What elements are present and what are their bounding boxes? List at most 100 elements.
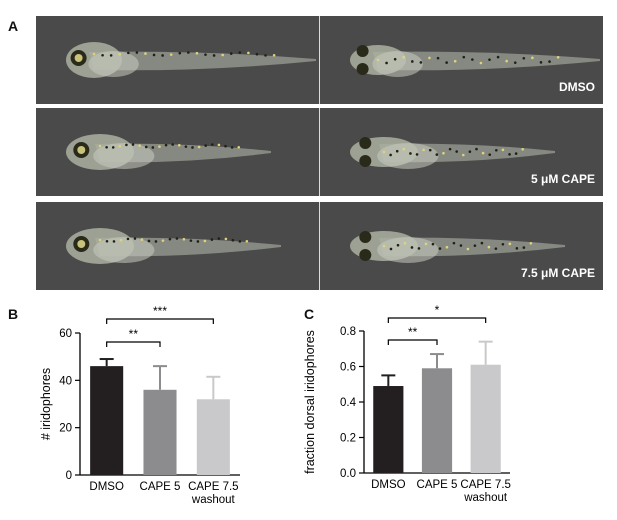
larva-eye-iris [77,146,86,154]
pigment-spot [217,143,221,147]
pigment-spot [436,56,440,60]
pigment-spot [151,146,155,149]
pigment-spot [396,243,400,247]
pigment-spot [138,144,141,147]
panel-letter-a: A [8,18,19,34]
pigment-spot [133,237,137,240]
pigment-spot [473,244,477,247]
pigment-spot [479,61,483,65]
pigment-spot [385,61,388,65]
pigment-spot [191,146,194,149]
pigment-spot [105,145,108,149]
larva-yolk [377,237,439,263]
x-tick-label: CAPE 7.5 [188,481,239,493]
pigment-spot [147,239,151,243]
pigment-spot [127,51,130,55]
pigment-spot [531,56,534,60]
y-axis-label: fraction dorsal iridophores [303,330,317,474]
larva-body [89,51,316,71]
pigment-spot [144,52,147,55]
pigment-spot [445,245,449,249]
significance-label: ** [408,325,418,339]
pigment-spot [382,244,386,248]
pigment-spot [480,241,484,245]
pigment-spot [487,245,491,249]
pigment-spot [175,237,179,240]
pigment-spot [419,61,423,64]
bar [421,368,453,473]
pigment-spot [501,148,505,152]
pigment-spot [264,54,267,57]
x-tick-label: DMSO [89,481,124,493]
photo-row-cape-5: 5 μM CAPE [36,108,603,196]
larva-eye [356,63,369,75]
pigment-spot [453,59,457,63]
pigment-spot [196,240,200,243]
pigment-spot [403,241,407,245]
pigment-spot [210,238,214,241]
larva-lateral-photo [36,16,319,104]
significance-bracket [387,317,487,323]
pigment-spot [393,57,397,61]
pigment-spot [411,60,414,63]
y-tick-label: 0.0 [340,468,356,480]
pigment-spot [382,150,386,154]
pigment-spot [471,58,474,61]
significance-bracket [106,341,161,347]
pigment-spot [204,144,208,147]
pigment-spot [435,153,439,156]
pigment-spot [389,247,393,251]
pigment-spot [187,51,190,54]
y-tick-label: 0.4 [340,397,357,409]
pigment-spot [169,53,173,56]
pigment-spot [217,237,221,240]
pigment-spot [131,143,135,146]
y-tick-label: 0.2 [340,433,356,445]
pigment-spot [272,53,276,57]
pigment-spot [539,61,543,64]
pigment-spot [135,51,139,54]
x-tick-label: washout [463,492,508,504]
pigment-spot [462,55,466,59]
larva-eye [356,45,369,57]
larva-image [350,231,565,263]
pigment-spot [409,152,412,155]
pigment-spot [515,247,519,250]
larva-lateral-photo [36,108,319,196]
pigment-spot [459,244,463,247]
x-tick-label: washout [191,494,236,506]
pigment-spot [245,239,249,243]
pigment-spot [522,246,526,249]
significance-label: * [435,303,440,317]
larva-dorsal-photo: DMSO [319,16,603,104]
larva-yolk [93,237,155,263]
pigment-spot [448,147,452,151]
y-tick-label: 60 [59,328,72,340]
pigment-spot [118,52,122,56]
condition-label-cape-5: 5 μM CAPE [530,172,595,186]
pigment-spot [154,240,158,243]
pigment-spot [161,239,165,242]
pigment-spot [475,147,478,151]
pigment-spot [247,51,250,55]
pigment-spot [424,242,428,246]
photo-row-cape-7-5: 7.5 μM CAPE [36,202,603,290]
y-tick-label: 40 [59,375,72,387]
pigment-spot [168,237,172,241]
pigment-spot [112,240,116,243]
pigment-spot [468,150,472,153]
pigment-spot [211,143,214,146]
bar [196,399,230,475]
condition-label-dmso: DMSO [559,80,595,94]
bar [90,366,124,475]
pigment-spot [488,58,491,61]
pigment-spot [125,143,128,147]
pigment-spot [164,143,168,147]
pigment-spot [466,247,470,251]
pigment-spot [501,242,505,246]
bar [143,389,177,475]
pigment-spot [204,53,207,56]
pigment-spot [195,51,199,55]
pigment-spot [548,60,551,63]
significance-bracket [106,318,214,324]
